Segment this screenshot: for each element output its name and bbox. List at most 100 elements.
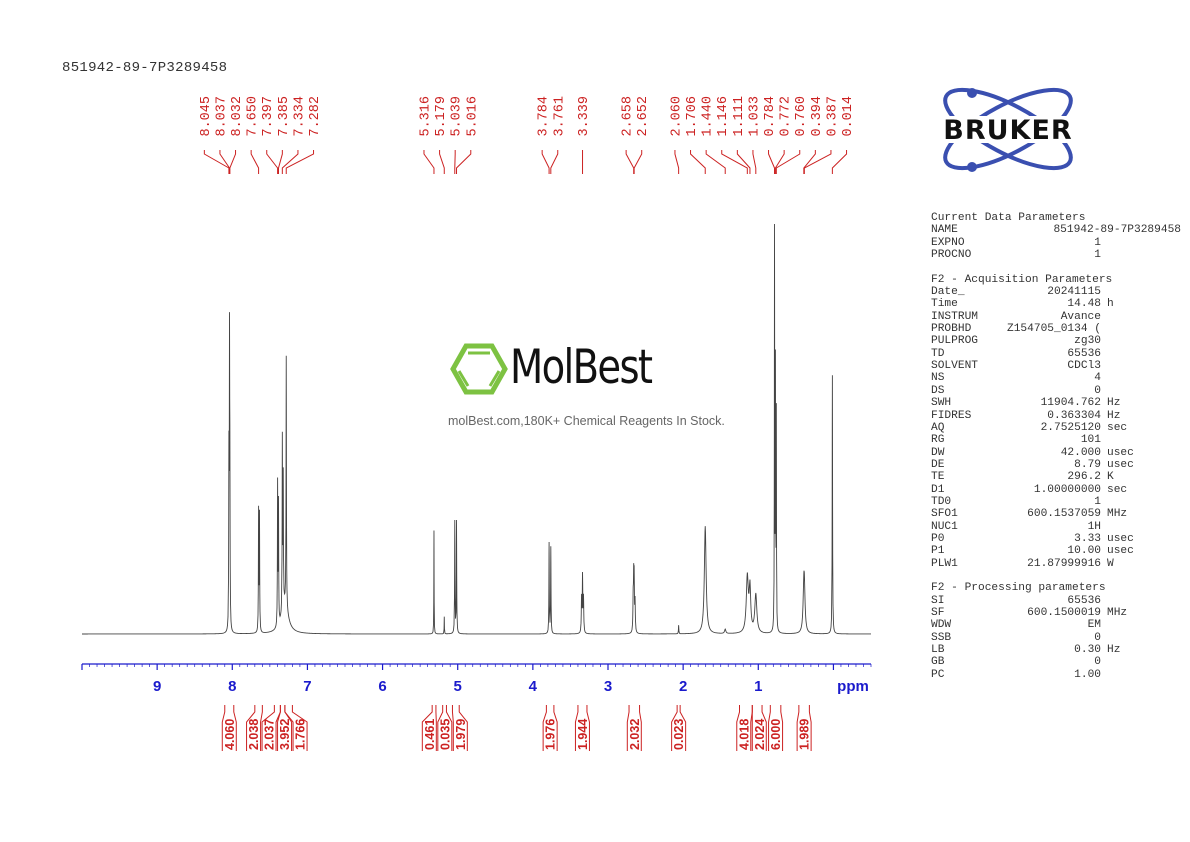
parameter-value: 1 — [1094, 236, 1101, 249]
ppm-axis: 9 8 7 6 5 4 3 2 1 ppm — [81, 663, 872, 695]
peak-label-leader — [541, 150, 550, 174]
integral-bracket-right — [586, 705, 590, 751]
peak-label: 2.658 — [621, 96, 636, 137]
peak-label-leader — [203, 150, 230, 174]
sample-title: 851942-89-7P3289458 — [62, 60, 228, 76]
peak-label-leader — [768, 150, 776, 174]
integral-bracket-left — [284, 705, 294, 751]
parameter-row: TE 296.2 K — [931, 471, 1187, 483]
integral-value: 4.060 — [223, 719, 237, 750]
parameter-row: TD0 1 — [931, 496, 1187, 508]
parameter-name: GB — [931, 656, 945, 669]
peak-label: 0.014 — [841, 96, 856, 137]
parameter-unit — [1101, 323, 1107, 335]
parameter-name: SFO1 — [931, 508, 958, 521]
parameter-unit — [1101, 656, 1107, 668]
parameter-name: TD — [931, 347, 945, 360]
parameter-unit — [1101, 385, 1107, 397]
parameter-row: FIDRES 0.363304 Hz — [931, 410, 1187, 422]
parameter-value: 42.000 — [1060, 446, 1101, 459]
integral-bracket-right — [458, 705, 468, 751]
peak-label: 1.146 — [716, 96, 731, 137]
integral-bracket-left — [421, 705, 433, 751]
integral-value: 4.018 — [737, 719, 751, 750]
parameter-value: 11904.762 — [1040, 397, 1101, 410]
tick-label: 2 — [679, 678, 687, 695]
integral-value: 1.979 — [454, 719, 468, 750]
integral-bracket-left — [796, 705, 800, 751]
integral-bracket-right — [761, 705, 767, 751]
parameter-name: P1 — [931, 545, 945, 558]
parameter-value: zg30 — [1074, 335, 1101, 348]
parameter-name: SF — [931, 607, 945, 619]
integral-bracket-right — [233, 705, 237, 751]
parameter-row: DW 42.000 usec — [931, 447, 1187, 459]
integral-bracket-right — [679, 705, 687, 751]
parameter-name: SI — [931, 594, 945, 607]
integral-bracket-right — [780, 705, 784, 751]
parameter-section-title: F2 - Acquisition Parameters — [931, 273, 1113, 286]
parameter-unit — [1101, 521, 1107, 533]
peak-label-leader — [423, 150, 435, 174]
parameter-value: 14.48 — [1067, 298, 1101, 311]
parameter-row: PLW1 21.87999916 W — [931, 558, 1187, 570]
parameter-name: FIDRES — [931, 409, 972, 422]
integral-bracket-left — [626, 705, 630, 751]
parameter-row: PC 1.00 — [931, 669, 1187, 681]
peak-label-leader — [633, 150, 643, 174]
parameter-value: 0 — [1094, 384, 1101, 397]
parameter-unit: usec — [1107, 446, 1134, 459]
peak-label-leader — [803, 150, 832, 174]
parameter-unit: K — [1107, 471, 1114, 484]
parameter-value: Avance — [1060, 310, 1101, 323]
parameter-row: PROBHD Z154705_0134 ( — [931, 323, 1187, 335]
parameter-row: SI 65536 — [931, 595, 1187, 607]
parameter-unit: Hz — [1107, 397, 1121, 410]
integral-bracket-left — [246, 705, 256, 751]
peak-label-leader — [229, 150, 237, 174]
parameter-unit — [1101, 669, 1107, 681]
peak-label-leader — [736, 150, 751, 174]
parameter-name: INSTRUM — [931, 310, 978, 323]
integral-value: 2.024 — [753, 719, 767, 750]
parameter-value: EM — [1087, 619, 1101, 632]
parameter-unit: sec — [1107, 483, 1128, 496]
peak-label: 1.440 — [701, 96, 716, 137]
parameter-unit — [1101, 434, 1107, 446]
peak-label: 3.784 — [537, 96, 552, 137]
parameter-section-title: Current Data Parameters — [931, 212, 1086, 224]
integral-value: 6.000 — [769, 719, 783, 750]
integral-bracket-left — [671, 705, 678, 751]
parameter-value: 600.1537059 — [1027, 508, 1101, 521]
peak-label-leader — [250, 150, 260, 174]
parameter-value: 2.7525120 — [1040, 421, 1101, 434]
parameter-unit — [1101, 619, 1107, 631]
tick-label: 3 — [604, 678, 612, 695]
parameter-value: 65536 — [1067, 347, 1101, 360]
molbest-watermark-logo — [450, 343, 508, 395]
parameter-unit: Hz — [1107, 644, 1121, 657]
parameter-row: DS 0 — [931, 385, 1187, 397]
parameter-row: RG 101 — [931, 434, 1187, 446]
peak-label-leader — [550, 150, 559, 174]
parameter-name: DW — [931, 446, 945, 459]
integral-bracket-left — [736, 705, 740, 751]
peak-label-leader — [690, 150, 706, 174]
parameter-unit — [1101, 632, 1107, 644]
parameter-unit — [1101, 237, 1107, 249]
parameter-row: NAME 851942-89-7P3289458 — [931, 224, 1187, 236]
parameter-name: Time — [931, 298, 958, 311]
peak-label: 3.339 — [577, 96, 592, 137]
parameter-name: WDW — [931, 619, 952, 632]
peak-label: 5.179 — [434, 96, 449, 137]
parameter-value: 0 — [1094, 631, 1101, 644]
integral-value: 2.037 — [263, 719, 277, 750]
parameter-row: GB 0 — [931, 656, 1187, 668]
integral-bracket-left — [261, 705, 275, 751]
parameter-name: PROCNO — [931, 249, 972, 262]
integral-value: 1.944 — [576, 719, 590, 750]
parameter-name: RG — [931, 434, 945, 447]
parameter-row: AQ 2.7525120 sec — [931, 422, 1187, 434]
parameter-row: INSTRUM Avance — [931, 311, 1187, 323]
peak-label-leader — [803, 150, 816, 174]
